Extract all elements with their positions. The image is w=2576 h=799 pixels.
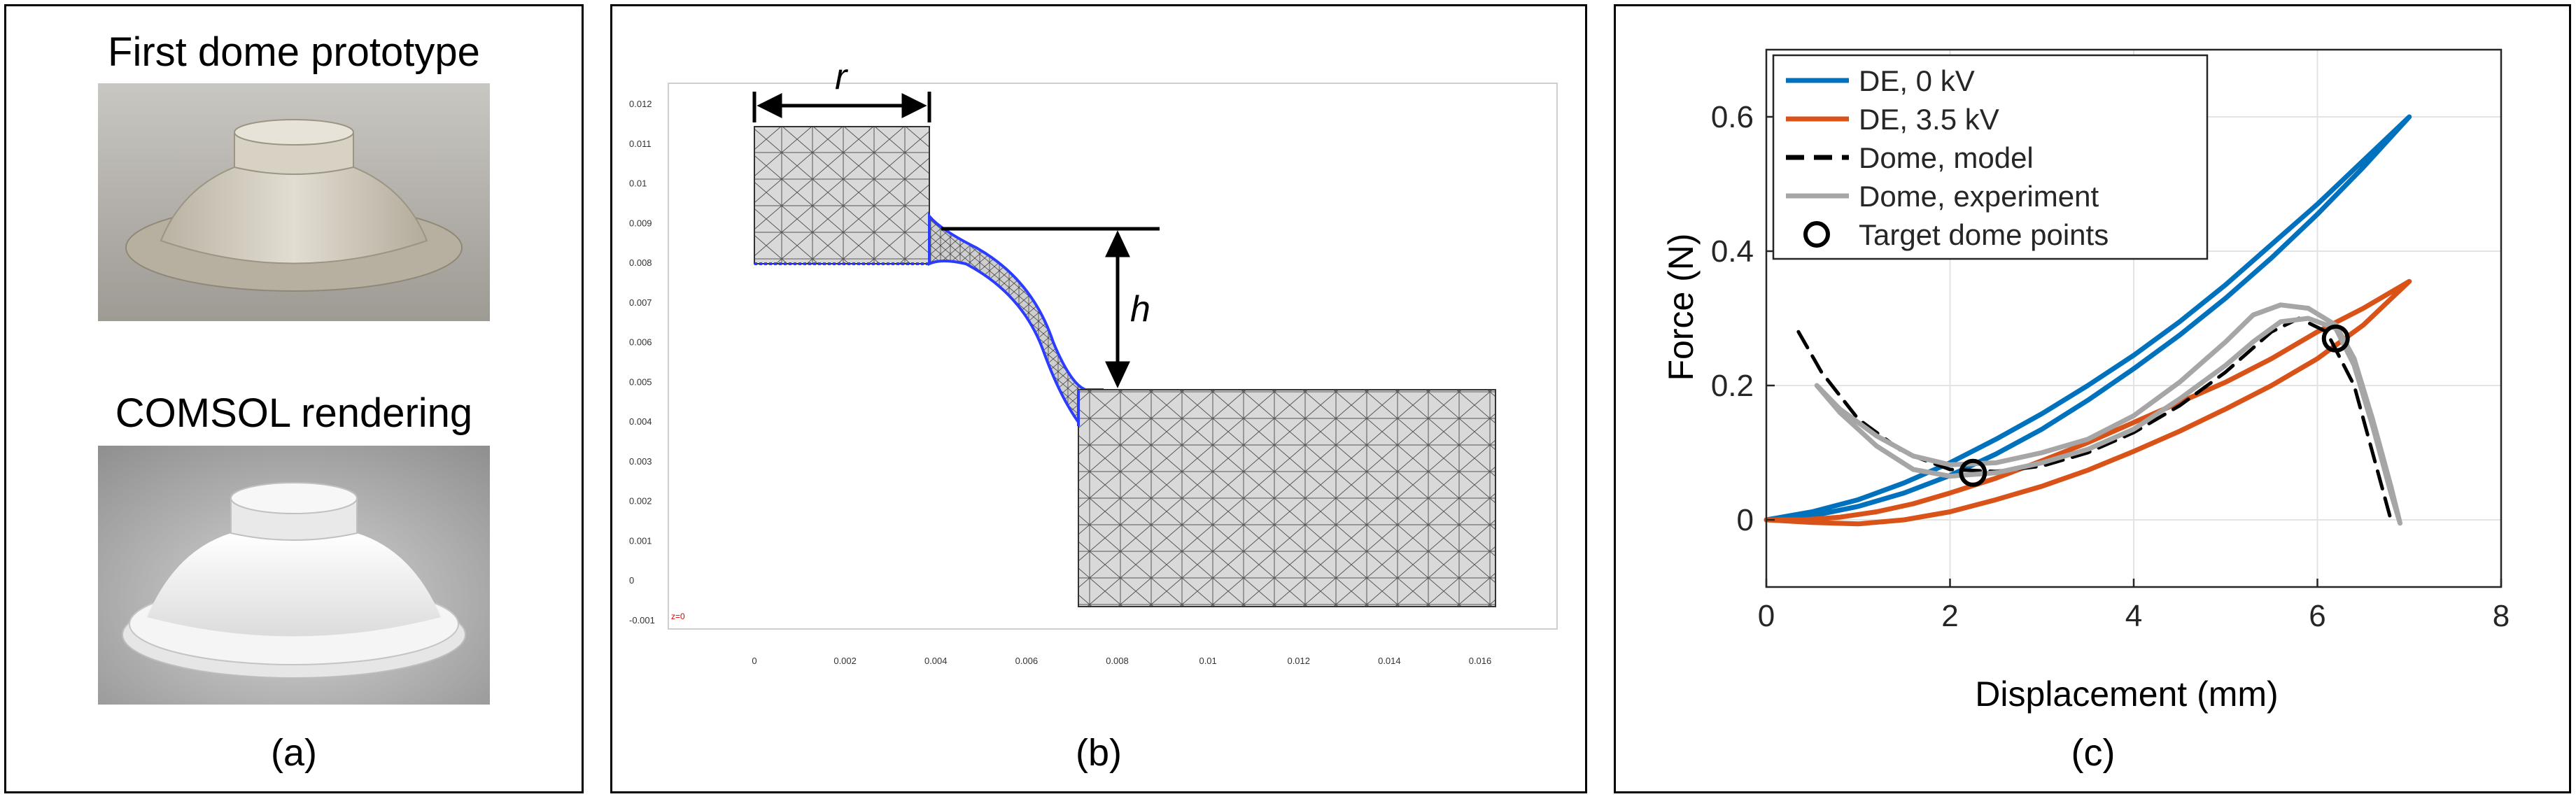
mesh-top-block — [754, 126, 930, 264]
mesh-x-tick-label: 0.002 — [833, 656, 857, 666]
series-line-dome-experiment — [1814, 302, 2403, 526]
mesh-y-tick-label: 0.001 — [629, 535, 652, 546]
mesh-y-tick-label: -0.001 — [629, 615, 655, 625]
mesh-y-axis: 0.012 0.011 0.01 0.009 0.008 0.007 0.006 0.005 0… — [629, 99, 655, 625]
r-dimension — [752, 92, 931, 122]
x-tick-label: 8 — [2493, 599, 2510, 633]
mesh-y-tick-label: 0.005 — [629, 376, 652, 387]
mesh-x-tick-label: 0.014 — [1378, 656, 1401, 666]
h-label: h — [1130, 289, 1150, 330]
panel-a-caption: (a) — [271, 732, 317, 774]
panel-b-caption: (b) — [1076, 732, 1122, 774]
legend-label: Target dome points — [1859, 218, 2109, 251]
legend-label: DE, 0 kV — [1859, 64, 1975, 97]
panel-c-caption: (c) — [2071, 732, 2116, 774]
target-dome-point — [2321, 324, 2350, 353]
legend-marker — [1803, 221, 1830, 248]
x-tick-label: 4 — [2125, 599, 2142, 633]
mesh-x-tick-label: 0.016 — [1469, 656, 1492, 666]
x-tick-label: 2 — [1941, 599, 1958, 633]
mesh-x-tick-label: 0.008 — [1106, 656, 1129, 666]
rendering-title: COMSOL rendering — [115, 390, 473, 436]
x-axis-label: Displacement (mm) — [1975, 674, 2278, 714]
legend-label: Dome, model — [1859, 141, 2034, 174]
prototype-photo — [98, 83, 490, 321]
mesh-figure: 0.012 0.011 0.01 0.009 0.008 0.007 0.006 0.005 0… — [629, 57, 1558, 666]
series-line-de-3-5-kv — [1764, 278, 2412, 527]
panel-c: Force (N) Displacement (mm) 0 2 4 6 8 0 0.2 0.4… — [1614, 4, 2571, 793]
prototype-title: First dome prototype — [108, 29, 480, 75]
mesh-neck — [928, 212, 1104, 427]
panel-a: First dome prototype COMSOL rendering — [4, 4, 584, 793]
y-tick-label: 0 — [1737, 503, 1754, 537]
target-dome-point — [1959, 458, 1987, 487]
mesh-bottom-block — [1078, 389, 1496, 607]
r-label: r — [835, 57, 849, 97]
mesh-x-tick-label: 0.01 — [1199, 656, 1216, 666]
origin-label: z=0 — [671, 611, 685, 621]
y-tick-label: 0.2 — [1711, 369, 1754, 403]
mesh-y-tick-label: 0 — [629, 575, 634, 586]
mesh-y-tick-label: 0.007 — [629, 297, 652, 308]
y-axis-label: Force (N) — [1661, 233, 1701, 381]
legend-label: Dome, experiment — [1859, 180, 2099, 213]
mesh-y-tick-label: 0.008 — [629, 257, 652, 268]
mesh-plot-frame — [668, 83, 1558, 630]
rendering-image — [98, 446, 490, 705]
mesh-y-tick-label: 0.006 — [629, 337, 652, 348]
mesh-x-tick-label: 0.012 — [1287, 656, 1310, 666]
legend-label: DE, 3.5 kV — [1859, 103, 1999, 136]
force-displacement-chart: Force (N) Displacement (mm) 0 2 4 6 8 0 0.2 0.4… — [1661, 48, 2510, 714]
x-tick-label: 0 — [1758, 599, 1775, 633]
mesh-x-tick-label: 0 — [752, 656, 756, 666]
mesh-y-tick-label: 0.009 — [629, 218, 652, 228]
mesh-y-tick-label: 0.004 — [629, 416, 652, 427]
mesh-y-tick-label: 0.011 — [629, 139, 652, 149]
mesh-y-tick-label: 0.002 — [629, 496, 652, 507]
x-tick-label: 6 — [2309, 599, 2325, 633]
mesh-x-tick-label: 0.006 — [1015, 656, 1039, 666]
h-dimension — [941, 227, 1160, 388]
mesh-y-tick-label: 0.01 — [629, 178, 647, 189]
mesh-x-axis: 0 0.002 0.004 0.006 0.008 0.01 0.012 0.014 0.016 — [752, 656, 1491, 666]
mesh-y-tick-label: 0.003 — [629, 456, 652, 467]
y-tick-label: 0.6 — [1711, 100, 1754, 134]
panel-b: 0.012 0.011 0.01 0.009 0.008 0.007 0.006 0.005 0… — [610, 4, 1587, 793]
mesh-x-tick-label: 0.004 — [924, 656, 948, 666]
y-tick-label: 0.4 — [1711, 234, 1754, 269]
mesh-y-tick-label: 0.012 — [629, 99, 652, 109]
